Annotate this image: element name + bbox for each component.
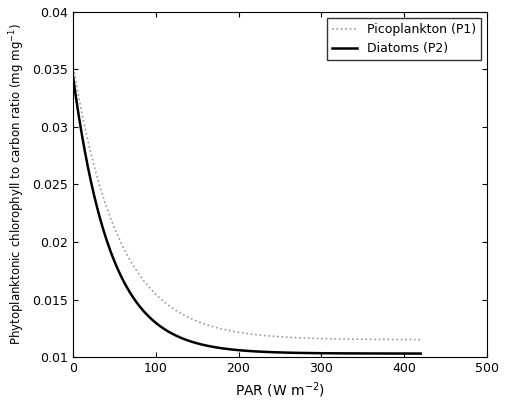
Picoplankton (P1)	[238, 330, 244, 335]
Diatoms (P2)	[407, 351, 413, 356]
X-axis label: PAR (W m$^{-2}$): PAR (W m$^{-2}$)	[234, 381, 324, 400]
Picoplankton (P1)	[70, 61, 76, 66]
Line: Picoplankton (P1): Picoplankton (P1)	[73, 64, 420, 339]
Diatoms (P2)	[70, 73, 76, 78]
Picoplankton (P1)	[407, 337, 413, 342]
Diatoms (P2)	[417, 351, 423, 356]
Diatoms (P2)	[407, 351, 413, 356]
Picoplankton (P1)	[417, 337, 423, 342]
Picoplankton (P1)	[229, 329, 235, 334]
Legend: Picoplankton (P1), Diatoms (P2): Picoplankton (P1), Diatoms (P2)	[326, 18, 480, 61]
Picoplankton (P1)	[407, 337, 413, 342]
Picoplankton (P1)	[343, 337, 349, 341]
Diatoms (P2)	[343, 351, 349, 356]
Diatoms (P2)	[87, 177, 93, 182]
Line: Diatoms (P2): Diatoms (P2)	[73, 75, 420, 354]
Diatoms (P2)	[229, 347, 235, 352]
Diatoms (P2)	[238, 348, 244, 353]
Y-axis label: Phytoplanktonic chlorophyll to carbon ratio (mg mg$^{-1}$): Phytoplanktonic chlorophyll to carbon ra…	[7, 24, 26, 345]
Picoplankton (P1)	[87, 150, 93, 155]
